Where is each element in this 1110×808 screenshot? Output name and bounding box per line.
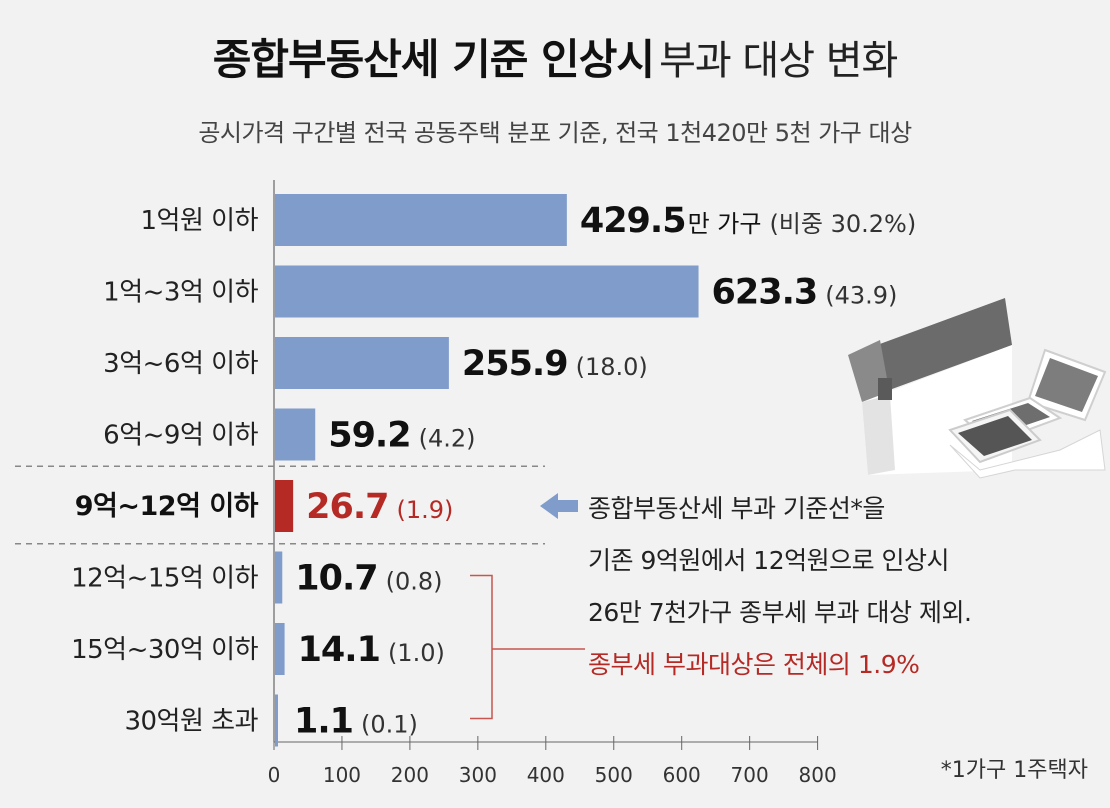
share-label: (43.9) bbox=[825, 282, 897, 310]
annotation-line: 26만 7천가구 종부세 부과 대상 제외. bbox=[588, 598, 971, 627]
value-label-group: 255.9 (18.0) bbox=[462, 344, 648, 384]
arrow-icon bbox=[540, 493, 578, 519]
x-tick-label: 0 bbox=[268, 763, 281, 787]
value-label-group: 10.7 (0.8) bbox=[295, 559, 442, 599]
category-label: 6억~9억 이하 bbox=[103, 421, 258, 451]
title-bold-part: 종합부동산세 기준 인상시 bbox=[212, 35, 655, 84]
value-label-group: 1.1 (0.1) bbox=[294, 702, 418, 742]
x-tick-label: 700 bbox=[731, 763, 769, 787]
value-label: 26.7 bbox=[306, 487, 388, 527]
x-tick-label: 600 bbox=[663, 763, 701, 787]
category-label: 30억원 초과 bbox=[124, 707, 258, 737]
bar bbox=[275, 480, 294, 532]
annotation-line: 기존 9억원에서 12억원으로 인상시 bbox=[588, 546, 949, 575]
value-label-group: 14.1 (1.0) bbox=[298, 630, 445, 670]
x-tick-label: 300 bbox=[459, 763, 497, 787]
footnote: *1가구 1주택자 bbox=[940, 758, 1088, 783]
value-label: 10.7 bbox=[295, 559, 377, 599]
x-tick-label: 100 bbox=[323, 763, 361, 787]
share-label: (1.0) bbox=[388, 639, 445, 667]
share-label: (0.8) bbox=[386, 568, 443, 596]
value-label-group: 26.7 (1.9) bbox=[306, 487, 453, 527]
share-label: (비중 30.2%) bbox=[769, 210, 916, 238]
value-label: 623.3 bbox=[712, 273, 818, 313]
category-label: 12억~15억 이하 bbox=[71, 564, 258, 594]
bar bbox=[275, 265, 699, 318]
x-tick-label: 400 bbox=[527, 763, 565, 787]
annotation-highlight: 종부세 부과대상은 전체의 1.9% bbox=[588, 650, 919, 679]
chart-subtitle: 공시가격 구간별 전국 공동주택 분포 기준, 전국 1천420만 5천 가구 … bbox=[198, 119, 912, 147]
x-tick-label: 200 bbox=[391, 763, 429, 787]
value-label: 59.2 bbox=[328, 416, 410, 456]
bar bbox=[275, 623, 285, 675]
bar bbox=[275, 194, 567, 246]
x-tick-label: 500 bbox=[595, 763, 633, 787]
bracket-line bbox=[470, 574, 493, 720]
value-label-group: 429.5만 가구 (비중 30.2%) bbox=[580, 201, 916, 241]
value-label: 255.9 bbox=[462, 344, 568, 384]
category-label: 3억~6억 이하 bbox=[103, 349, 258, 379]
value-label: 1.1 bbox=[294, 702, 353, 742]
unit-label: 만 가구 bbox=[688, 210, 762, 238]
value-label: 14.1 bbox=[298, 630, 380, 670]
bar bbox=[275, 337, 449, 389]
bar bbox=[275, 408, 316, 461]
category-label: 15억~30억 이하 bbox=[71, 635, 258, 665]
value-label-group: 59.2 (4.2) bbox=[328, 416, 475, 456]
chart-title: 종합부동산세 기준 인상시 부과 대상 변화 bbox=[0, 26, 1110, 87]
value-label: 429.5 bbox=[580, 201, 686, 241]
share-label: (18.0) bbox=[576, 353, 648, 381]
title-light-part: 부과 대상 변화 bbox=[659, 38, 898, 84]
share-label: (4.2) bbox=[419, 425, 476, 453]
bar bbox=[275, 694, 278, 747]
category-label: 1억~3억 이하 bbox=[103, 278, 258, 308]
value-label-group: 623.3 (43.9) bbox=[712, 273, 898, 313]
annotation-line: 종합부동산세 부과 기준선*을 bbox=[588, 494, 885, 523]
category-label: 9억~12억 이하 bbox=[75, 491, 259, 522]
bar bbox=[275, 551, 283, 604]
share-label: (0.1) bbox=[361, 711, 418, 739]
x-tick-label: 800 bbox=[799, 763, 837, 787]
category-label: 1억원 이하 bbox=[141, 206, 259, 236]
share-label: (1.9) bbox=[397, 496, 454, 524]
house-illustration bbox=[848, 298, 1107, 479]
